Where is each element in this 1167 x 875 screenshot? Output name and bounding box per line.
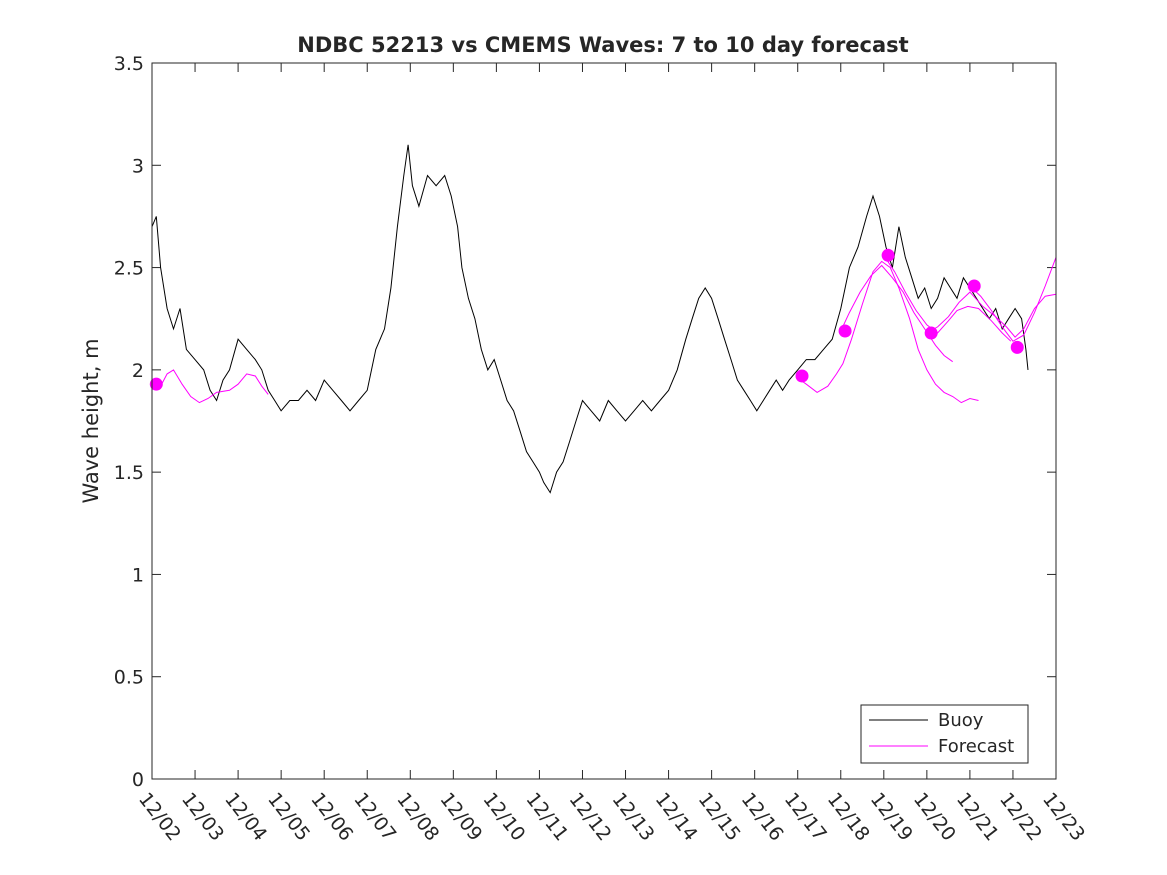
x-tick-label: 12/12 xyxy=(565,789,616,846)
x-tick-label: 12/22 xyxy=(995,789,1046,846)
axis-ticks xyxy=(151,62,1057,780)
buoy-series xyxy=(151,144,1029,494)
legend: Buoy Forecast xyxy=(860,704,1029,764)
y-tick-label: 3.5 xyxy=(114,53,144,75)
y-tick-labels: 0 0.5 1 1.5 2 2.5 3 3.5 xyxy=(114,53,144,791)
x-tick-labels: 12/0212/0312/0412/0512/0612/0712/0812/09… xyxy=(134,789,1089,846)
x-tick-label: 12/14 xyxy=(651,789,702,846)
buoy-line xyxy=(151,144,1029,494)
x-tick-label: 12/03 xyxy=(177,789,228,846)
y-axis-label: Wave height, m xyxy=(79,338,103,503)
x-tick-label: 12/02 xyxy=(134,789,185,846)
x-tick-label: 12/08 xyxy=(392,789,443,846)
forecast-line xyxy=(797,260,979,404)
forecast-markers xyxy=(149,248,1024,391)
x-tick-label: 12/09 xyxy=(435,789,486,846)
forecast-line xyxy=(883,255,1012,342)
y-tick-label: 1.5 xyxy=(114,462,144,484)
plot-frame xyxy=(151,62,1057,780)
forecast-line xyxy=(152,369,269,404)
x-tick-label: 12/13 xyxy=(608,789,659,846)
forecast-marker xyxy=(881,248,895,262)
y-tick-label: 2.5 xyxy=(114,258,144,280)
forecast-marker xyxy=(967,279,981,293)
forecast-marker xyxy=(795,369,809,383)
y-tick-label: 0 xyxy=(132,769,144,791)
legend-buoy-label: Buoy xyxy=(938,710,984,731)
forecast-line xyxy=(840,264,953,363)
y-tick-label: 1 xyxy=(132,564,144,586)
plot-area xyxy=(152,63,1056,779)
x-tick-label: 12/07 xyxy=(349,789,400,846)
forecast-line xyxy=(969,257,1057,342)
x-tick-label: 12/23 xyxy=(1038,789,1089,846)
x-tick-label: 12/19 xyxy=(866,789,917,846)
x-tick-label: 12/11 xyxy=(521,789,572,846)
forecast-marker xyxy=(149,377,163,391)
x-tick-label: 12/18 xyxy=(823,789,874,846)
forecast-marker xyxy=(838,324,852,338)
x-tick-label: 12/06 xyxy=(306,789,357,846)
legend-box xyxy=(860,704,1029,764)
chart-title: NDBC 52213 vs CMEMS Waves: 7 to 10 day f… xyxy=(297,33,908,57)
x-tick-label: 12/04 xyxy=(220,789,271,846)
x-tick-label: 12/17 xyxy=(780,789,831,846)
x-tick-label: 12/21 xyxy=(952,789,1003,846)
x-tick-label: 12/05 xyxy=(263,789,314,846)
x-tick-label: 12/15 xyxy=(694,789,745,846)
legend-forecast-label: Forecast xyxy=(938,736,1014,757)
y-tick-label: 0.5 xyxy=(114,667,144,689)
forecast-marker xyxy=(1010,340,1024,354)
y-tick-label: 3 xyxy=(132,155,144,177)
forecast-series xyxy=(152,255,1057,404)
forecast-marker xyxy=(924,326,938,340)
x-tick-label: 12/16 xyxy=(737,789,788,846)
x-tick-label: 12/20 xyxy=(909,789,960,846)
y-tick-label: 2 xyxy=(132,360,144,382)
x-tick-label: 12/10 xyxy=(478,789,529,846)
